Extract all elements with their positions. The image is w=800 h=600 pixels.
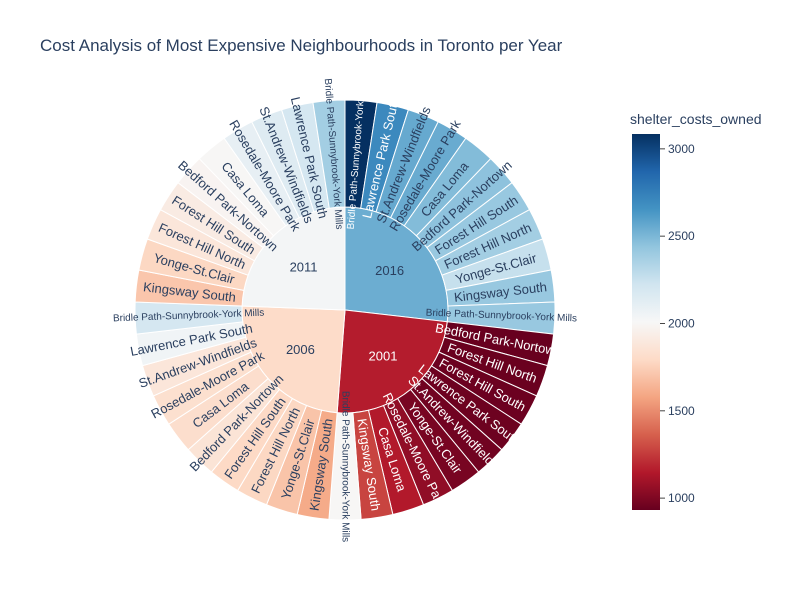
colorbar-title: shelter_costs_owned bbox=[630, 111, 762, 127]
colorbar-tick-label: 2500 bbox=[668, 229, 695, 243]
colorbar-tick-label: 3000 bbox=[668, 142, 695, 156]
neighbourhood-slice-2011-bridle-path-sunnybrook-york-mills[interactable] bbox=[312, 99, 346, 209]
colorbar-tick-label: 1500 bbox=[668, 404, 695, 418]
colorbar-tick-label: 2000 bbox=[668, 316, 695, 330]
colorbar-ticks: 1000 1500 2000 2500 3000 bbox=[660, 142, 695, 505]
colorbar-tick-label: 1000 bbox=[668, 491, 695, 505]
colorbar: shelter_costs_owned 1000 1500 2000 2500 3000 bbox=[630, 111, 762, 510]
colorbar-gradient bbox=[632, 134, 660, 510]
chart-title: Cost Analysis of Most Expensive Neighbou… bbox=[40, 36, 563, 55]
